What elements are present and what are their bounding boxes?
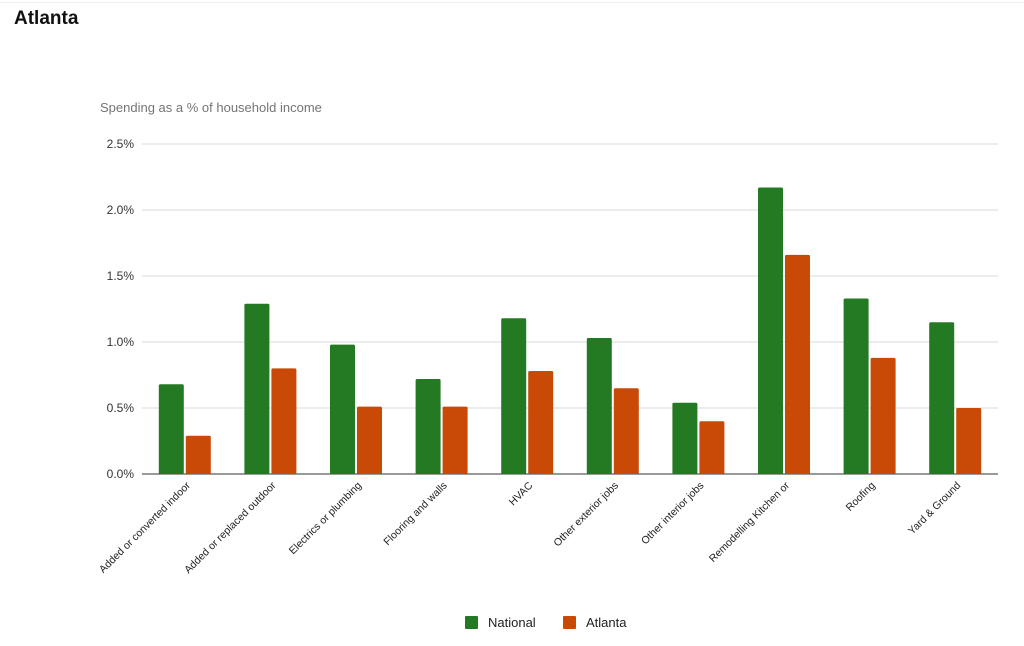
bar-atlanta [271,368,297,474]
bar-atlanta [699,421,725,474]
y-tick-label: 1.5% [107,269,135,283]
bar-national [330,344,355,474]
bar-national [244,303,270,474]
x-tick-label: Roofing [844,480,878,514]
bar-atlanta [613,388,639,474]
y-tick-label: 1.0% [107,335,135,349]
x-tick-label: Other exterior jobs [551,480,621,550]
bar-national [672,402,698,474]
x-tick-label: Yard & Ground [906,480,964,538]
x-tick-label: Added or replaced outdoor [182,479,279,576]
x-tick-label: HVAC [507,479,536,508]
legend-swatch-national [465,616,478,629]
bar-atlanta [357,406,382,474]
bar-national [843,298,869,474]
legend-label: Atlanta [586,615,627,630]
bar-national [586,338,612,474]
y-tick-label: 0.0% [107,467,135,481]
bar-atlanta [870,357,896,474]
x-tick-label: Remodelling Kitchen or [707,479,793,565]
x-tick-label: Added or converted indoor [97,479,193,575]
bar-atlanta [956,408,982,474]
bar-national [158,384,184,474]
chart-subtitle: Spending as a % of household income [100,100,322,115]
bar-national [501,318,527,474]
y-tick-label: 2.5% [107,137,135,151]
x-tick-label: Other interior jobs [639,480,706,547]
page-title: Atlanta [14,8,79,29]
bar-atlanta [785,254,810,474]
bar-atlanta [528,371,554,474]
x-tick-label: Flooring and walls [381,480,449,548]
legend-swatch-atlanta [563,616,576,629]
y-tick-label: 2.0% [107,203,135,217]
bar-national [415,378,441,474]
x-tick-label: Electrics or plumbing [287,480,365,558]
top-divider [0,2,1024,3]
bar-national [929,322,955,474]
bar-national [758,187,783,474]
y-tick-label: 0.5% [107,401,135,415]
bar-atlanta [185,435,211,474]
bar-atlanta [442,406,468,474]
legend-label: National [488,615,536,630]
